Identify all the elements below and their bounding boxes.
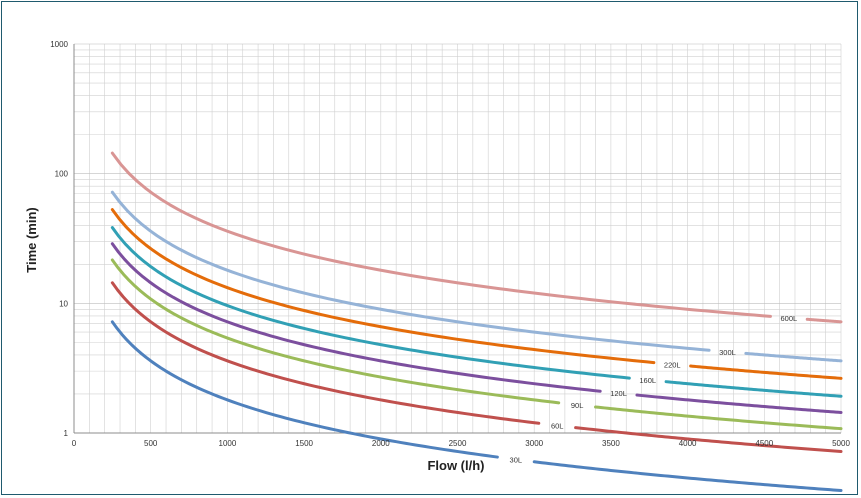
curve-label: 90L [571, 401, 584, 410]
grid-lines [73, 43, 842, 434]
x-tick-label: 500 [144, 439, 158, 448]
series-line [110, 281, 541, 425]
series-60L: 60L [110, 281, 843, 453]
y-tick-label: 10 [59, 299, 68, 308]
y-tick-label: 1 [64, 429, 69, 438]
series-line [110, 320, 499, 459]
curve-label: 220L [664, 360, 681, 369]
series-line [110, 226, 631, 380]
series-160L: 160L [110, 226, 843, 398]
x-tick-label: 4500 [755, 439, 773, 448]
series-30L: 30L [110, 320, 843, 493]
series-300L: 300L [110, 190, 843, 363]
series-220L: 220L [110, 208, 843, 380]
series-600L: 600L [110, 151, 843, 324]
series-line [110, 151, 772, 318]
series-line [574, 426, 843, 453]
curve-label: 120L [610, 389, 627, 398]
series-90L: 90L [110, 258, 843, 431]
x-tick-label: 3000 [525, 439, 543, 448]
series-line [664, 380, 843, 398]
curve-label: 300L [719, 348, 736, 357]
x-axis-title: Flow (l/h) [427, 458, 484, 473]
y-axis-title: Time (min) [24, 207, 39, 273]
y-tick-label: 100 [55, 170, 69, 179]
series-line [805, 317, 843, 324]
x-tick-label: 4000 [679, 439, 697, 448]
y-tick-label: 1000 [50, 40, 68, 49]
x-tick-label: 1000 [219, 439, 237, 448]
x-tick-label: 1500 [295, 439, 313, 448]
x-tick-label: 5000 [832, 439, 850, 448]
x-tick-label: 3500 [602, 439, 620, 448]
series-line [110, 190, 711, 352]
curve-label: 30L [510, 455, 523, 464]
x-tick-label: 0 [72, 439, 77, 448]
series-line [594, 405, 843, 431]
series-line [110, 208, 656, 365]
x-tick-label: 2000 [372, 439, 390, 448]
series-line [635, 393, 843, 414]
series-line [689, 364, 843, 380]
curve-label: 600L [781, 314, 798, 323]
series-line [110, 242, 602, 393]
tick-labels: 0 500 1000 1500 2000 2500 3000 3500 4000 4500 5000… [50, 40, 850, 448]
axes [73, 44, 841, 434]
series-line [532, 460, 843, 493]
series-line [110, 258, 561, 405]
curve-label: 160L [639, 376, 656, 385]
curve-label: 60L [551, 421, 564, 430]
series-layer: 600L 300L 220L 160L 120L 90L 60L 30L [110, 151, 843, 493]
x-tick-label: 2500 [449, 439, 467, 448]
series-120L: 120L [110, 242, 843, 414]
series-line [744, 351, 843, 363]
